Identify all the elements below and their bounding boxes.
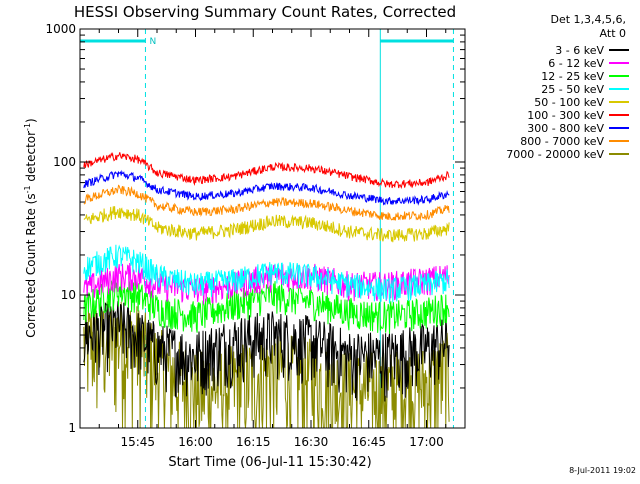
x-tick-label: 16:15 bbox=[236, 435, 271, 449]
y-tick-label: 1 bbox=[68, 421, 76, 435]
night-marker-label: N bbox=[149, 37, 156, 47]
legend-title-line1: Det 1,3,4,5,6, bbox=[550, 13, 626, 26]
series-line bbox=[83, 301, 450, 402]
legend-entry-label: 300 - 800 keV bbox=[527, 122, 604, 135]
legend-entry-label: 6 - 12 keV bbox=[548, 57, 604, 70]
legend-title-line2: Att 0 bbox=[600, 27, 626, 40]
x-axis-label: Start Time (06-Jul-11 15:30:42) bbox=[168, 455, 371, 470]
y-axis-label-sup1: -1 bbox=[23, 185, 32, 193]
y-tick-label: 10 bbox=[61, 288, 76, 302]
series-line bbox=[83, 277, 450, 334]
x-tick-label: 15:45 bbox=[120, 435, 155, 449]
y-axis-label-sup2: -1 bbox=[23, 123, 32, 131]
legend-entry-label: 100 - 300 keV bbox=[527, 109, 604, 122]
series-line bbox=[83, 262, 450, 305]
y-axis-label-mid: detector bbox=[24, 131, 38, 186]
legend-entry-label: 3 - 6 keV bbox=[555, 44, 604, 57]
series-line bbox=[83, 152, 450, 190]
x-tick-label: 17:00 bbox=[409, 435, 444, 449]
series-line bbox=[83, 244, 450, 304]
legend-entry-label: 12 - 25 keV bbox=[541, 70, 604, 83]
y-axis-label-end: ) bbox=[24, 118, 38, 123]
x-axis: 15:45 16:00 16:15 16:30 16:45 17:00 bbox=[79, 29, 466, 449]
y-tick-label: 1000 bbox=[45, 22, 76, 36]
y-axis-label: Corrected Count Rate (s-1 detector-1) bbox=[23, 118, 38, 337]
y-axis: 1 10 100 1000 bbox=[45, 22, 465, 435]
legend-entry-label: 25 - 50 keV bbox=[541, 83, 604, 96]
footer-date: 8-Jul-2011 19:02 bbox=[569, 466, 636, 475]
legend-entry-label: 50 - 100 keV bbox=[534, 96, 604, 109]
plot-area: N bbox=[79, 29, 454, 429]
series-line bbox=[83, 206, 450, 243]
x-tick-label: 16:00 bbox=[178, 435, 213, 449]
y-axis-label-main: Corrected Count Rate (s bbox=[24, 193, 38, 337]
legend-entry-label: 7000 - 20000 keV bbox=[506, 148, 604, 161]
x-tick-label: 16:30 bbox=[294, 435, 329, 449]
series-line bbox=[83, 169, 450, 206]
series-line bbox=[83, 184, 450, 221]
x-tick-label: 16:45 bbox=[351, 435, 386, 449]
chart-title: HESSI Observing Summary Count Rates, Cor… bbox=[74, 3, 456, 21]
legend-entry-label: 800 - 7000 keV bbox=[520, 135, 604, 148]
y-tick-label: 100 bbox=[53, 155, 76, 169]
